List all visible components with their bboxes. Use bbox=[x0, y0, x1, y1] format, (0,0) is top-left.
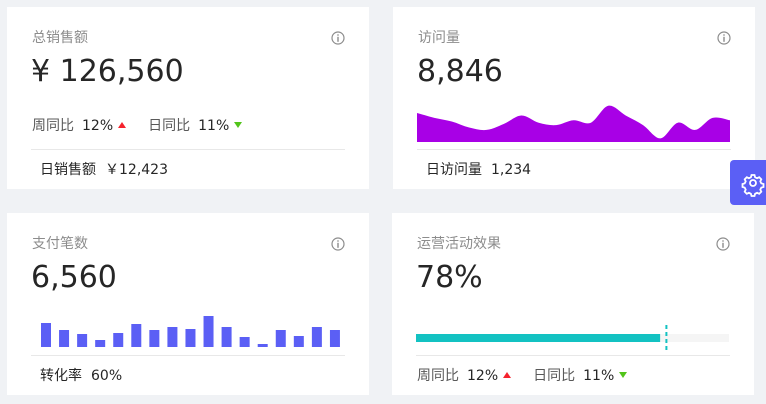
area bbox=[417, 105, 730, 142]
trend-label: 日同比 bbox=[533, 368, 576, 384]
bar bbox=[221, 327, 232, 347]
info-icon bbox=[716, 237, 730, 251]
progress-chart bbox=[416, 325, 729, 350]
footer-label: 日销售额 bbox=[40, 162, 96, 178]
progress-fill bbox=[416, 334, 661, 342]
card-value: ¥ 126,560 bbox=[31, 54, 184, 89]
footer-value: 60% bbox=[91, 368, 123, 384]
trend-value: 12% bbox=[467, 368, 499, 384]
bar bbox=[77, 334, 88, 347]
footer-value: ￥12,423 bbox=[105, 162, 168, 178]
bar bbox=[131, 324, 142, 347]
card-footer: 日访问量 1,234 bbox=[426, 160, 531, 180]
info-circle bbox=[717, 31, 731, 45]
bar bbox=[113, 333, 124, 347]
separator bbox=[416, 355, 730, 356]
footer-value: 1,234 bbox=[491, 162, 532, 178]
trend-label: 日同比 bbox=[148, 118, 191, 134]
card: 总销售额 ¥ 126,560 周同比 12% 日同比 11% 日销售额 ￥12,423 bbox=[7, 7, 369, 189]
trend-label: 周同比 bbox=[32, 118, 74, 134]
card-title: 访问量 bbox=[418, 30, 460, 46]
info-bar bbox=[337, 36, 339, 42]
info-icon bbox=[717, 31, 731, 45]
bar bbox=[41, 323, 51, 347]
trend-value: 11% bbox=[198, 118, 230, 134]
trend-arrow bbox=[503, 372, 512, 378]
card-value: 6,560 bbox=[31, 260, 117, 295]
card-title: 支付笔数 bbox=[32, 236, 88, 252]
info-icon bbox=[331, 31, 345, 45]
bar-chart bbox=[41, 316, 340, 347]
gear-icon bbox=[741, 174, 765, 197]
trends: 周同比 12% 日同比 11% bbox=[32, 116, 264, 136]
bar bbox=[185, 329, 196, 347]
separator bbox=[31, 355, 345, 356]
card: 访问量 8,846 日访问量 1,234 bbox=[393, 7, 755, 189]
trend: 日同比 11% bbox=[148, 116, 243, 136]
info-icon bbox=[331, 237, 345, 251]
bar bbox=[149, 330, 160, 347]
card-value: 78% bbox=[416, 260, 483, 295]
card-title: 总销售额 bbox=[32, 30, 88, 46]
bar bbox=[95, 340, 106, 347]
trend-arrow bbox=[118, 122, 127, 128]
info-circle bbox=[331, 31, 345, 45]
bar bbox=[257, 344, 268, 347]
card-footer: 转化率 60% bbox=[40, 366, 122, 386]
footer-label: 日访问量 bbox=[426, 162, 482, 178]
trend-arrow bbox=[619, 372, 628, 378]
separator bbox=[31, 149, 345, 150]
separator bbox=[417, 149, 731, 150]
info-dot bbox=[337, 34, 339, 36]
trends: 周同比 12% 日同比 11% bbox=[417, 366, 649, 386]
info-circle bbox=[331, 237, 345, 251]
bar bbox=[311, 327, 322, 347]
trend-value: 11% bbox=[583, 368, 615, 384]
trend: 日同比 11% bbox=[533, 366, 628, 386]
trend-label: 周同比 bbox=[417, 368, 459, 384]
footer-label: 转化率 bbox=[40, 368, 82, 384]
trend: 周同比 12% bbox=[417, 366, 512, 386]
trend-value: 12% bbox=[82, 118, 114, 134]
info-dot bbox=[337, 240, 339, 242]
bar bbox=[203, 316, 214, 347]
info-dot bbox=[722, 240, 724, 242]
info-circle bbox=[716, 237, 730, 251]
trend-arrow bbox=[234, 122, 243, 128]
area-chart bbox=[417, 105, 730, 142]
bar bbox=[293, 336, 304, 347]
card: 运营活动效果 78% 周同比 12% 日同比 11% bbox=[392, 213, 754, 395]
bar bbox=[167, 327, 178, 347]
bar bbox=[239, 337, 250, 347]
card-footer: 日销售额 ￥12,423 bbox=[40, 160, 168, 180]
info-bar bbox=[722, 242, 724, 248]
trend: 周同比 12% bbox=[32, 116, 127, 136]
bar bbox=[59, 330, 70, 347]
info-bar bbox=[337, 242, 339, 248]
card-value: 8,846 bbox=[417, 54, 503, 89]
bar bbox=[275, 330, 286, 347]
bar bbox=[329, 330, 340, 347]
card: 支付笔数 6,560 转化率 60% bbox=[7, 213, 369, 395]
info-dot bbox=[723, 34, 725, 36]
info-bar bbox=[723, 36, 725, 42]
settings-button[interactable] bbox=[730, 160, 766, 205]
card-title: 运营活动效果 bbox=[417, 236, 501, 252]
